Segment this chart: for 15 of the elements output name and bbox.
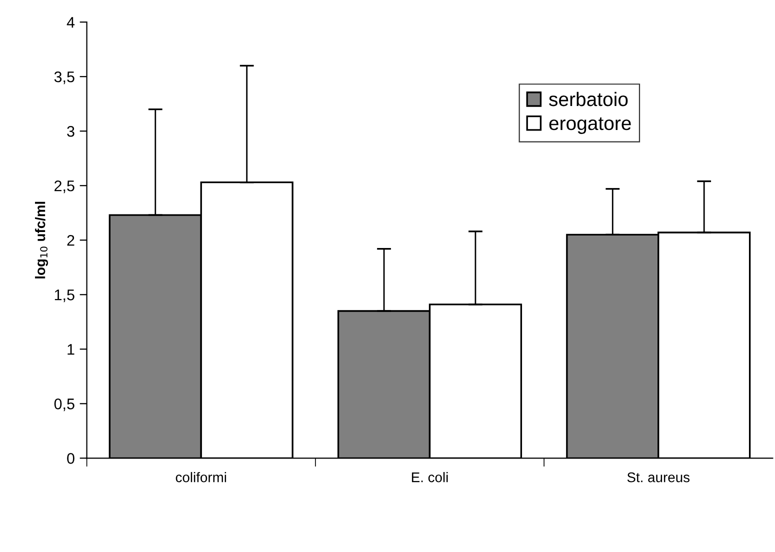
legend-label: serbatoio [549,92,628,106]
y-tick-label: 1,5 [54,290,74,302]
y-tick-label: 0 [67,453,74,464]
y-tick-label: 1 [68,344,74,355]
y-tick-label: 0,5 [54,398,74,412]
y-axis-title: log$_{10}$ ufc/ml [35,202,48,278]
y-tick-label: 3 [67,126,74,137]
legend-label: erogatore [549,117,631,134]
x-tick-label: coliformi [176,472,226,482]
x-tick-label: St. aureus [627,472,690,482]
x-tick-label: E. coli [412,472,448,482]
y-tick-label: 3,5 [54,71,74,84]
y-tick-label: 2,5 [54,180,74,194]
y-tick-label: 2 [67,234,74,246]
y-tick-label: 4 [66,17,75,28]
